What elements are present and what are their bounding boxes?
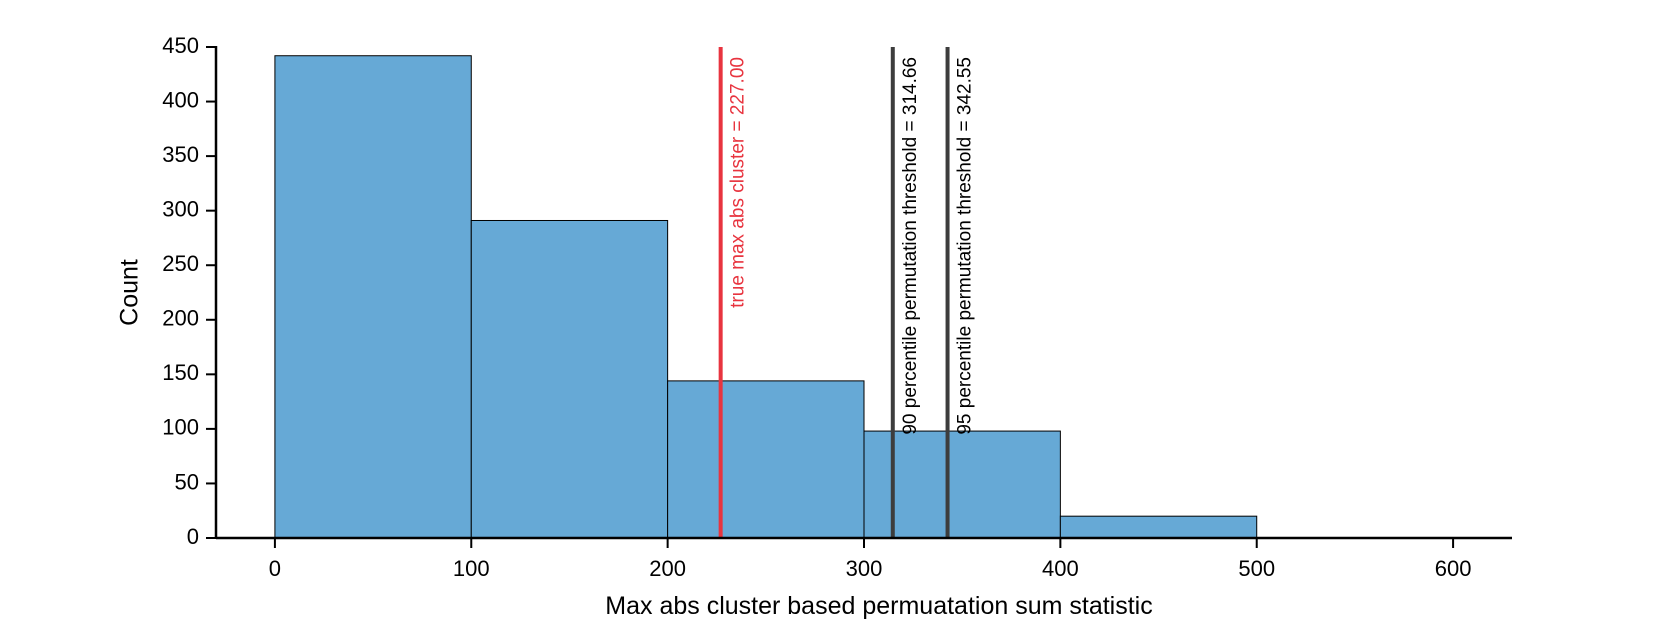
y-tick-label-6: 300 (162, 196, 199, 221)
y-tick-label-2: 100 (162, 415, 199, 440)
histogram-bar-3 (863, 430, 1061, 539)
y-tick-label-9: 450 (162, 33, 199, 58)
histogram-bars (274, 55, 1258, 539)
histogram-bar-4 (1059, 515, 1258, 539)
y-tick-label-4: 200 (162, 306, 199, 331)
x-tick-label-1: 100 (453, 556, 490, 581)
histogram-bar-0 (274, 55, 472, 539)
y-tick-label-0: 0 (187, 524, 199, 549)
y-tick-label-7: 350 (162, 142, 199, 167)
x-axis-label: Max abs cluster based permuatation sum s… (605, 592, 1152, 620)
x-tick-label-5: 500 (1238, 556, 1275, 581)
histogram-bar-1 (470, 219, 669, 539)
reference-line-label-1: 90 percentile permutation threshold = 31… (900, 57, 921, 435)
reference-line-label-0: true max abs cluster = 227.00 (728, 57, 749, 308)
x-tick-label-0: 0 (269, 556, 281, 581)
y-tick-label-3: 150 (162, 360, 199, 385)
x-tick-label-6: 600 (1435, 556, 1472, 581)
y-axis-label: Count (116, 259, 144, 326)
reference-lines: true max abs cluster = 227.00 90 percenti… (718, 47, 976, 538)
x-tick-label-3: 300 (846, 556, 883, 581)
y-tick-label-5: 250 (162, 251, 199, 276)
y-tick-label-8: 400 (162, 87, 199, 112)
y-tick-label-1: 50 (175, 469, 199, 494)
y-axis-ticks: 0 50 100 150 200 250 300 350 400 450 (162, 33, 216, 549)
reference-line-label-2: 95 percentile permutation threshold = 34… (955, 57, 976, 435)
x-tick-label-4: 400 (1042, 556, 1079, 581)
x-axis-ticks: 0 100 200 300 400 500 600 (269, 538, 1472, 581)
x-tick-label-2: 200 (649, 556, 686, 581)
histogram-bar-2 (667, 380, 865, 539)
